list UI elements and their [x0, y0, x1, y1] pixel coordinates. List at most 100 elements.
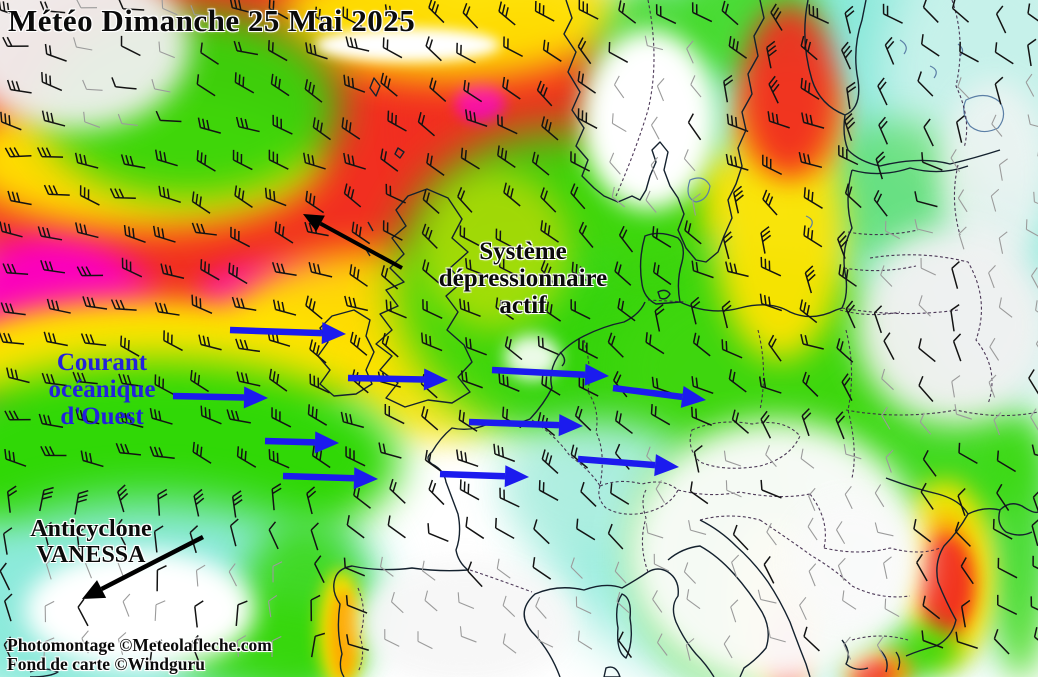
- wind-barb: [645, 332, 665, 355]
- wind-barb: [721, 300, 732, 329]
- ocean-current-line1: Courant: [56, 349, 148, 376]
- wind-speed-blob: [195, 262, 360, 342]
- wind-speed-blob: [895, 480, 995, 670]
- wind-speed-blob: [912, 515, 977, 645]
- wind-barb: [652, 262, 672, 286]
- wind-barb: [460, 370, 483, 389]
- wind-barb: [610, 483, 630, 505]
- wind-barb: [614, 561, 627, 584]
- wind-barb: [618, 631, 633, 659]
- wind-barb: [570, 557, 583, 579]
- wind-barb: [305, 190, 325, 214]
- coast-baltics: [841, 165, 969, 309]
- wind-barb: [803, 187, 823, 209]
- wind-barb: [79, 185, 100, 206]
- wind-barb: [305, 295, 323, 320]
- wind-barb: [420, 332, 443, 352]
- wind-barb: [465, 516, 485, 540]
- wind-barb: [760, 479, 782, 499]
- wind-barb: [844, 5, 855, 34]
- wind-speed-blob: [420, 0, 630, 250]
- wind-barb: [274, 221, 294, 244]
- wind-barb: [691, 260, 714, 279]
- wind-barb: [688, 520, 707, 535]
- anticyclone-label: Anticyclone VANESSA: [2, 516, 180, 569]
- wind-barb: [838, 264, 857, 287]
- wind-barb: [346, 634, 369, 651]
- wind-barb: [349, 264, 368, 287]
- wind-barb: [498, 1, 516, 26]
- westerly-flow-arrow: [612, 384, 706, 408]
- wind-barb: [577, 71, 597, 94]
- wind-barb: [7, 190, 32, 206]
- wind-barb: [343, 152, 366, 170]
- wind-barb: [77, 598, 89, 627]
- wind-barb: [380, 72, 398, 97]
- wind-barb: [532, 557, 552, 580]
- wind-barb: [271, 407, 292, 428]
- wind-barb: [236, 446, 257, 468]
- wind-barb: [39, 486, 54, 512]
- wind-barb: [75, 222, 99, 239]
- westerly-flow-arrow: [347, 368, 448, 391]
- wind-speed-blob: [500, 420, 700, 550]
- wind-barb: [73, 37, 93, 51]
- wind-barb: [613, 370, 628, 398]
- wind-barb: [650, 156, 659, 180]
- wind-barb: [308, 262, 333, 278]
- wind-barb: [841, 373, 853, 402]
- wind-barb: [154, 149, 178, 167]
- wind-barb: [120, 154, 146, 169]
- wind-barb: [1031, 518, 1038, 547]
- wind-speed-blob: [590, 165, 720, 245]
- wind-barb: [502, 633, 517, 654]
- wind-barb: [6, 485, 18, 513]
- wind-barb: [37, 226, 63, 241]
- wind-barb: [191, 222, 217, 236]
- wind-barb: [467, 561, 483, 588]
- wind-barb: [914, 219, 933, 234]
- lake-ladoga: [963, 94, 1005, 133]
- wind-barb: [804, 265, 816, 294]
- wind-barb: [1025, 219, 1038, 238]
- wind-barb: [341, 117, 361, 140]
- wind-barb: [766, 40, 777, 69]
- wind-barb: [44, 600, 55, 623]
- wind-barb: [1027, 3, 1038, 27]
- wind-barb: [881, 368, 894, 391]
- wind-barb: [570, 151, 591, 172]
- wind-barb: [385, 183, 406, 204]
- wind-barb: [958, 442, 978, 464]
- wind-barb: [189, 525, 199, 554]
- depression-line3: actif: [499, 292, 547, 319]
- wind-barb: [721, 339, 743, 359]
- wind-barb: [82, 296, 108, 310]
- wind-barb: [0, 332, 25, 345]
- wind-barb: [74, 489, 89, 515]
- wind-speed-blob: [330, 590, 358, 677]
- wind-barb: [230, 226, 251, 248]
- wind-barb: [770, 3, 783, 31]
- wind-barb: [541, 449, 559, 474]
- wind-barb: [3, 593, 13, 622]
- wind-barb: [353, 485, 371, 509]
- wind-barb: [875, 151, 886, 180]
- wind-barb: [305, 42, 328, 60]
- wind-barb: [836, 521, 846, 544]
- border-finland-russia: [951, 0, 968, 149]
- wind-barb: [835, 411, 846, 440]
- wind-barb: [312, 117, 331, 141]
- wind-barb: [154, 600, 166, 621]
- wind-speed-blob: [610, 260, 910, 480]
- wind-barb: [427, 523, 449, 543]
- wind-barb: [950, 149, 961, 172]
- wind-speed-blob: [625, 420, 925, 677]
- wind-barb: [44, 43, 67, 62]
- wind-barb: [725, 261, 749, 278]
- wind-barb: [955, 115, 965, 143]
- wind-barb: [385, 299, 407, 319]
- wind-barb: [456, 449, 479, 468]
- wind-barb: [686, 40, 694, 64]
- wind-barb: [4, 147, 32, 158]
